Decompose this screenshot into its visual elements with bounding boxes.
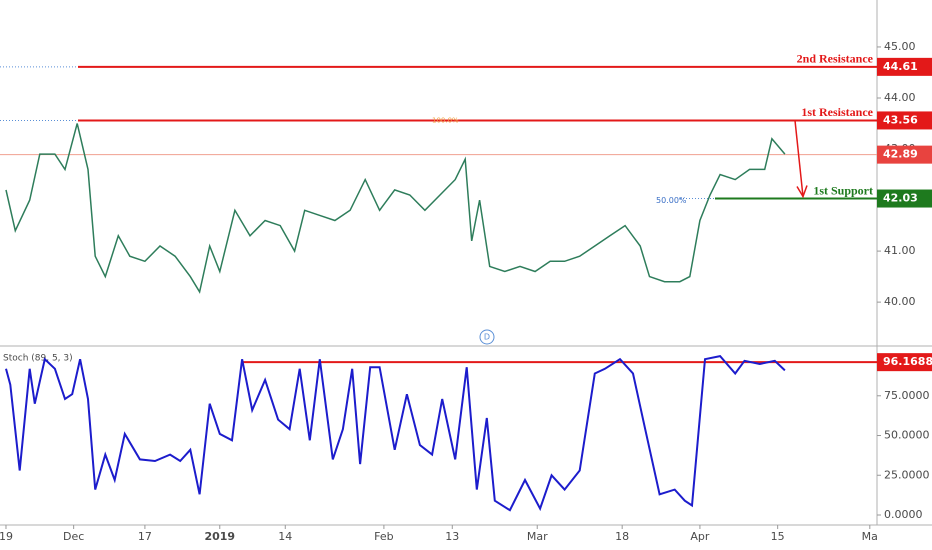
- level-tag: [877, 145, 932, 164]
- y-tick-label: 50.0000: [884, 429, 930, 442]
- y-tick-label: 44.00: [884, 91, 916, 104]
- x-tick-label: 15: [771, 530, 785, 543]
- level-tag: [877, 189, 932, 208]
- y-tick-label: 75.0000: [884, 389, 930, 402]
- y-tick-label: 0.0000: [884, 508, 923, 521]
- dividend-icon-letter[interactable]: D: [484, 333, 490, 342]
- level-tag: [877, 57, 932, 76]
- y-tick-label: 25.0000: [884, 468, 930, 481]
- x-tick-label: 19: [0, 530, 13, 543]
- fib-label: 50.00%: [656, 196, 687, 205]
- x-tick-label: Feb: [374, 530, 393, 543]
- fib-label: 100.0%: [432, 116, 459, 124]
- y-tick-label: 41.00: [884, 244, 916, 257]
- stoch-title: Stoch (89, 5, 3): [3, 354, 73, 364]
- dividend-icon[interactable]: [479, 329, 495, 345]
- y-tick-label: 45.00: [884, 40, 916, 53]
- level-tag: [877, 111, 932, 130]
- level-tag-label: 96.1688: [883, 355, 932, 368]
- x-tick-label: 18: [615, 530, 629, 543]
- x-tick-label: 14: [278, 530, 292, 543]
- series-line: [5, 123, 786, 294]
- level-name: 2nd Resistance: [797, 52, 874, 66]
- forecast-arrowhead: [796, 185, 808, 199]
- x-tick-label: 2019: [204, 530, 235, 543]
- level-tag-label: 43.56: [883, 113, 918, 126]
- series-line: [5, 355, 786, 512]
- x-tick-label: Dec: [63, 530, 84, 543]
- x-tick-label: 13: [445, 530, 459, 543]
- level-tag: [877, 353, 932, 372]
- x-tick-label: Apr: [690, 530, 710, 543]
- level-tag-label: 42.89: [883, 148, 918, 161]
- x-tick-label: Ma: [862, 530, 878, 543]
- level-name: 1st Resistance: [801, 105, 873, 119]
- level-name: 1st Support: [813, 183, 873, 197]
- y-tick-label: 40.00: [884, 295, 916, 308]
- x-tick-label: 17: [138, 530, 152, 543]
- forecast-arrow: [794, 120, 804, 197]
- x-tick-label: Mar: [527, 530, 548, 543]
- level-tag-label: 42.03: [883, 192, 918, 205]
- level-tag-label: 44.61: [883, 60, 918, 73]
